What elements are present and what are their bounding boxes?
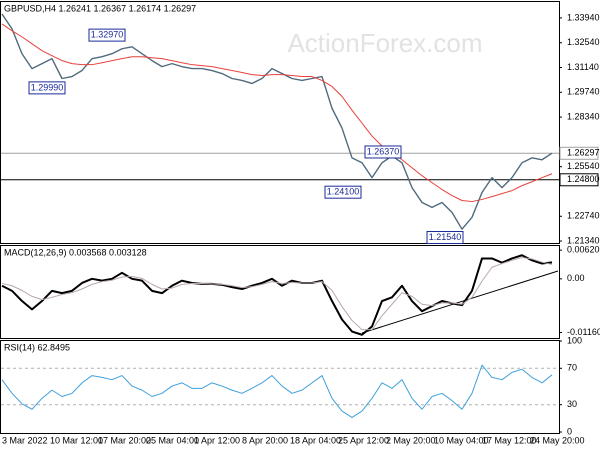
y-tick-label: 100: [567, 335, 582, 345]
x-tick-label: 10 Mar 12:00: [50, 435, 103, 445]
panel-title: MACD(12,26,9) 0.003568 0.003128: [4, 247, 147, 257]
x-tick-label: 18 Apr 04:00: [290, 435, 341, 445]
y-tick-label: 0.00: [567, 273, 585, 283]
price-level-label: 1.24800: [567, 174, 600, 184]
price-panel: [0, 1, 560, 244]
x-tick-label: 25 Apr 12:00: [338, 435, 389, 445]
annotation-box: [426, 231, 464, 245]
x-tick-label: 17 Mar 20:00: [98, 435, 151, 445]
panel-title: GBPUSD,H4 1.26241 1.26367 1.26174 1.2629…: [4, 3, 196, 13]
y-tick-label: 1.21340: [567, 235, 600, 245]
y-tick-label: 0: [567, 426, 572, 436]
watermark: ActionForex.com: [287, 28, 482, 58]
annotation-box: [324, 185, 362, 199]
series-line: [1, 364, 553, 418]
price-level-label: 1.26297: [567, 148, 600, 158]
annotation-box: [88, 28, 126, 42]
annotation-label: 1.26370: [367, 146, 400, 156]
price-level-box: [559, 173, 599, 187]
series-line: [1, 254, 553, 336]
annotation-label: 1.21540: [429, 232, 462, 242]
annotation-label: 1.32970: [91, 29, 124, 39]
annotation-label: 1.24100: [327, 187, 360, 197]
x-tick-label: 10 May 04:00: [434, 435, 489, 445]
x-tick-label: 3 Mar 2022: [2, 435, 48, 445]
annotation-box: [364, 145, 402, 159]
y-tick-label: 1.33940: [567, 12, 600, 22]
x-tick-label: 24 May 20:00: [530, 435, 585, 445]
x-tick-label: 1 Apr 12:00: [194, 435, 240, 445]
macd-panel: [0, 245, 560, 339]
y-tick-label: 1.31140: [567, 62, 599, 72]
x-tick-label: 2 May 20:00: [386, 435, 436, 445]
y-tick-label: 30: [567, 399, 577, 409]
series-line: [1, 257, 553, 331]
y-tick-label: 1.29740: [567, 87, 600, 97]
y-tick-label: -0.011607: [567, 327, 600, 337]
rsi-panel: [0, 340, 560, 434]
annotation-label: 1.29990: [31, 82, 64, 92]
y-tick-label: 1.28340: [567, 111, 600, 121]
x-tick-label: 17 May 12:00: [482, 435, 537, 445]
series-line: [1, 23, 553, 203]
trend-line: [361, 270, 559, 334]
y-tick-label: 1.25540: [567, 161, 600, 171]
y-tick-label: 1.32540: [567, 37, 600, 47]
y-tick-label: 70: [567, 363, 577, 373]
x-tick-label: 8 Apr 20:00: [242, 435, 288, 445]
y-tick-label: 1.22740: [567, 211, 600, 221]
annotation-box: [28, 81, 66, 95]
panel-title: RSI(14) 62.8495: [4, 342, 70, 352]
series-line: [1, 13, 553, 230]
x-tick-label: 25 Mar 04:00: [146, 435, 199, 445]
y-tick-label: 0.006208: [567, 244, 600, 254]
price-level-box: [559, 146, 599, 160]
